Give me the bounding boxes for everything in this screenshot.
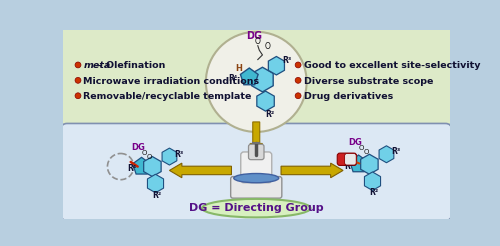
Text: O: O	[359, 145, 364, 151]
Text: H: H	[235, 63, 242, 73]
Ellipse shape	[202, 199, 310, 217]
Polygon shape	[379, 146, 394, 163]
Circle shape	[295, 77, 301, 83]
Circle shape	[75, 77, 81, 83]
Text: R⁴: R⁴	[344, 162, 353, 171]
Text: Microwave irradiation conditions: Microwave irradiation conditions	[84, 77, 260, 86]
Text: Drug derivatives: Drug derivatives	[304, 92, 393, 101]
FancyArrow shape	[250, 122, 262, 151]
Text: R²: R²	[152, 191, 162, 200]
FancyBboxPatch shape	[344, 154, 356, 165]
Text: DG: DG	[132, 143, 145, 152]
Text: DG: DG	[246, 31, 262, 41]
Circle shape	[295, 93, 301, 99]
Circle shape	[206, 32, 306, 132]
Polygon shape	[240, 68, 258, 85]
Text: O: O	[255, 37, 260, 46]
Text: meta: meta	[84, 61, 110, 70]
Text: Good to excellent site-selectivity: Good to excellent site-selectivity	[304, 61, 480, 70]
Text: R²: R²	[370, 188, 378, 197]
FancyArrow shape	[281, 163, 343, 178]
Polygon shape	[364, 172, 380, 190]
Text: O: O	[146, 154, 152, 160]
Ellipse shape	[234, 173, 278, 183]
Text: O: O	[265, 42, 271, 51]
Polygon shape	[360, 154, 378, 174]
Text: R³: R³	[174, 150, 184, 159]
Text: R³: R³	[282, 56, 291, 65]
Text: Removable/recyclable template: Removable/recyclable template	[84, 92, 252, 101]
FancyBboxPatch shape	[337, 153, 356, 165]
FancyBboxPatch shape	[241, 152, 272, 183]
Text: – Olefination: – Olefination	[98, 61, 166, 70]
FancyBboxPatch shape	[60, 27, 452, 221]
Polygon shape	[350, 155, 368, 172]
Circle shape	[295, 62, 301, 68]
Text: O: O	[142, 150, 148, 156]
Text: O: O	[364, 149, 369, 155]
Text: R⁴: R⁴	[127, 164, 136, 173]
Polygon shape	[268, 57, 284, 75]
Polygon shape	[252, 67, 273, 92]
Text: R²: R²	[266, 110, 275, 119]
FancyBboxPatch shape	[60, 26, 453, 143]
FancyBboxPatch shape	[230, 177, 282, 198]
Text: DG = Directing Group: DG = Directing Group	[189, 203, 324, 213]
Text: R⁴: R⁴	[228, 74, 237, 82]
Polygon shape	[144, 156, 161, 177]
Polygon shape	[132, 157, 150, 174]
Text: Diverse substrate scope: Diverse substrate scope	[304, 77, 433, 86]
Text: R³: R³	[391, 147, 400, 156]
Polygon shape	[162, 148, 177, 165]
FancyBboxPatch shape	[61, 123, 452, 220]
FancyBboxPatch shape	[248, 144, 264, 160]
Circle shape	[75, 62, 81, 68]
Polygon shape	[257, 91, 274, 111]
Polygon shape	[148, 174, 164, 193]
FancyArrow shape	[170, 163, 232, 178]
Circle shape	[75, 93, 81, 99]
Text: DG: DG	[348, 138, 362, 147]
